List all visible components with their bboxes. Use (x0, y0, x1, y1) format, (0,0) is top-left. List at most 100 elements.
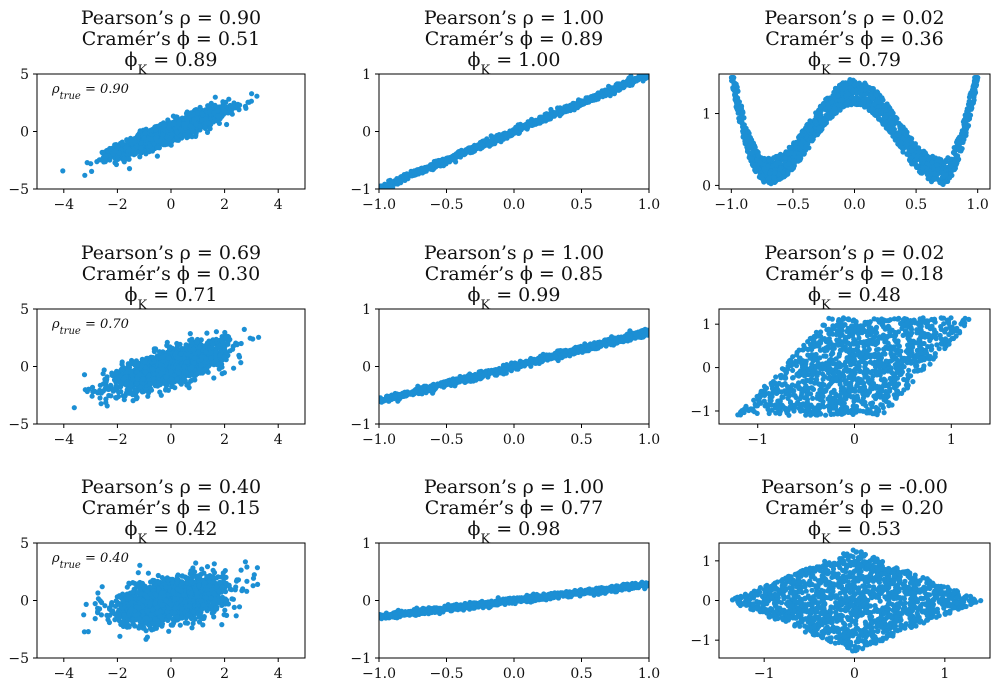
scatter-point (403, 175, 409, 181)
scatter-point (135, 134, 141, 140)
scatter-point (137, 154, 143, 160)
panel-title-line-1: Pearson’s ρ = 0.02 (764, 7, 944, 29)
x-tick-label: 1.0 (967, 197, 989, 213)
scatter-point (904, 141, 910, 147)
scatter-point (100, 150, 106, 156)
scatter-point (580, 100, 586, 106)
scatter-point (130, 398, 136, 404)
scatter-point (71, 405, 77, 411)
scatter-point (791, 159, 797, 165)
scatter-point (174, 129, 180, 135)
scatter-point (748, 156, 755, 162)
x-tick-label: −0.5 (430, 197, 464, 213)
scatter-point (197, 123, 203, 129)
scatter-point (223, 110, 229, 116)
scatter-point (733, 89, 739, 96)
scatter-point (141, 135, 147, 141)
scatter-point (170, 113, 176, 119)
scatter-point (212, 94, 218, 100)
scatter-point (544, 113, 550, 120)
y-tick-label: 1 (362, 67, 371, 83)
scatter-point (798, 150, 805, 157)
scatter-point (812, 133, 818, 139)
scatter-point (632, 75, 638, 82)
scatter-point (384, 186, 390, 189)
scatter-point (749, 161, 756, 167)
scatter-point (827, 95, 833, 101)
scatter-point (851, 82, 858, 88)
scatter-point (948, 156, 954, 162)
scatter-point (618, 82, 624, 88)
scatter-point (861, 92, 868, 98)
scatter-point (793, 139, 799, 146)
scatter-point (911, 142, 917, 148)
scatter-point (919, 170, 925, 176)
scatter-point (97, 395, 103, 401)
scatter-point (254, 93, 260, 99)
scatter-point (959, 146, 965, 152)
scatter-point (962, 123, 968, 129)
y-tick-label: 0 (702, 178, 711, 194)
scatter-point (211, 110, 217, 116)
scatter-point (823, 96, 829, 103)
scatter-point (181, 121, 187, 127)
x-tick-label: 0 (167, 197, 176, 213)
scatter-point (777, 176, 783, 182)
scatter-point (931, 176, 937, 182)
scatter-point (154, 144, 160, 151)
scatter-point (553, 110, 559, 116)
scatter-point (871, 101, 877, 107)
scatter-point (153, 127, 159, 133)
panel-title-line-2: Cramér’s ϕ = 0.89 (425, 28, 603, 50)
scatter-point (769, 163, 775, 169)
scatter-point (169, 131, 175, 137)
scatter-point (813, 110, 819, 116)
scatter-point (782, 155, 788, 161)
scatter-point (396, 178, 403, 184)
scatter-point (757, 160, 764, 166)
scatter-point (938, 180, 945, 186)
scatter-point (807, 118, 813, 124)
scatter-point (950, 150, 957, 156)
scatter-point (161, 122, 167, 128)
scatter-point (963, 112, 969, 118)
scatter-point (876, 116, 882, 122)
scatter-point (873, 92, 879, 98)
scatter-point (831, 89, 837, 95)
scatter-point (533, 117, 539, 123)
scatter-point (207, 126, 213, 132)
scatter-point (473, 144, 479, 150)
panel-title-line-3: ϕK = 0.79 (808, 49, 901, 78)
x-tick-label: −1.0 (362, 197, 396, 213)
scatter-points (379, 74, 649, 189)
scatter-point (934, 162, 940, 168)
x-tick-label: −4 (53, 197, 74, 213)
panel-title-line-1: Pearson’s ρ = 0.90 (81, 7, 261, 29)
scatter-point (229, 111, 235, 117)
scatter-point (479, 142, 485, 148)
scatter-point (206, 120, 212, 126)
scatter-point (741, 122, 747, 128)
scatter-point (870, 86, 876, 92)
scatter-point (856, 80, 862, 86)
scatter-point (187, 123, 193, 129)
scatter-point (786, 161, 792, 167)
scatter-point (512, 129, 518, 135)
scatter-point (795, 158, 801, 164)
scatter-point (890, 133, 896, 139)
scatter-point (434, 163, 440, 169)
scatter-points (728, 75, 981, 187)
panel-title-line-1: Pearson’s ρ = 0.69 (81, 242, 261, 264)
scatter-point (906, 157, 913, 163)
scatter-point (215, 113, 221, 119)
scatter-point (126, 166, 133, 172)
panel-title-line-2: Cramér’s ϕ = 0.30 (82, 263, 260, 285)
scatter-point (900, 149, 906, 155)
scatter-point (212, 102, 218, 108)
scatter-point (965, 106, 972, 112)
scatter-point (178, 127, 184, 133)
scatter-point (417, 169, 423, 175)
